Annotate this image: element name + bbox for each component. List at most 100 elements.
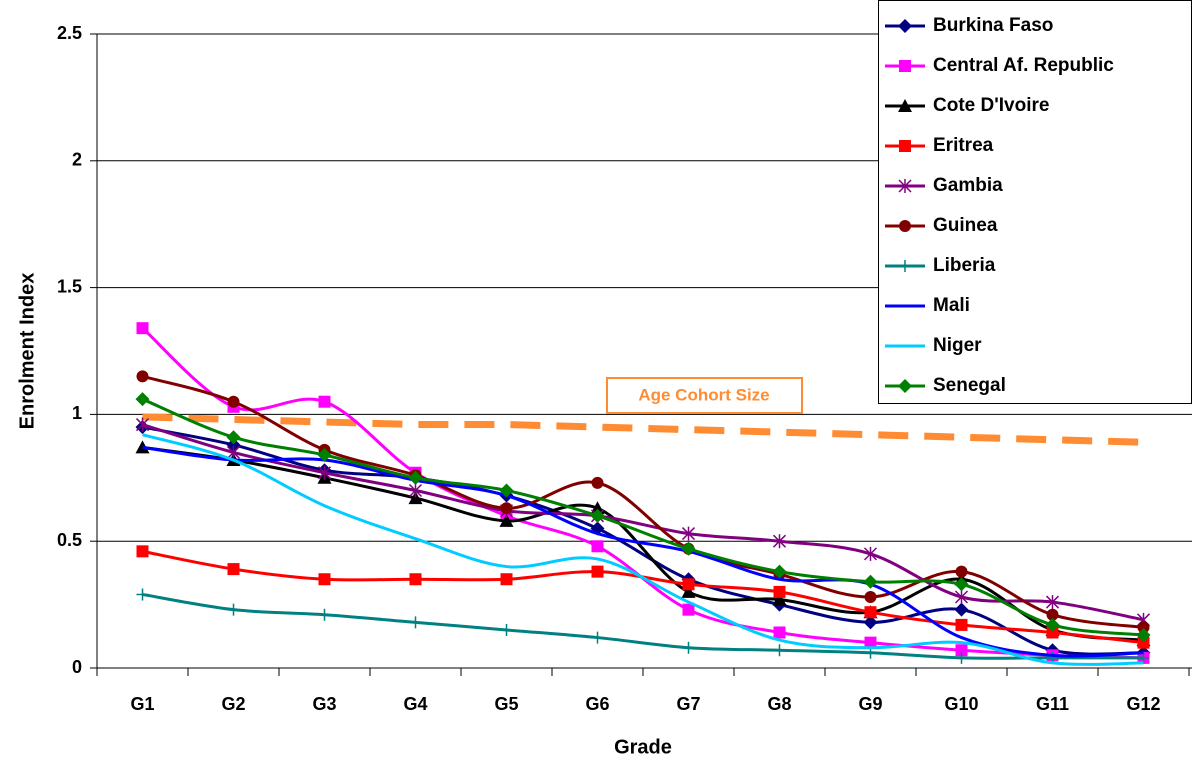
x-tick-label: G6: [585, 694, 609, 714]
y-tick-label: 1.5: [57, 276, 82, 296]
data-point: [136, 588, 149, 601]
data-point: [408, 483, 423, 498]
y-tick-label: 2: [72, 150, 82, 170]
data-point: [136, 545, 149, 558]
reference-line: [142, 413, 1144, 446]
legend-marker: [899, 260, 911, 272]
x-tick-label: G7: [676, 694, 700, 714]
data-point: [591, 476, 604, 489]
data-point: [1137, 621, 1150, 634]
data-point: [682, 603, 695, 616]
legend-box: [878, 0, 1192, 404]
data-point: [135, 417, 150, 432]
data-point: [226, 430, 241, 445]
legend-label: Burkina Faso: [933, 15, 1053, 36]
data-point: [500, 573, 513, 586]
data-point: [499, 513, 514, 527]
data-point: [227, 563, 240, 576]
data-point: [863, 615, 878, 630]
series-line: [142, 423, 1144, 622]
legend-marker: [898, 379, 912, 393]
data-point: [135, 440, 150, 454]
legend-label: Niger: [933, 335, 982, 356]
y-tick-label: 1: [72, 403, 82, 423]
data-point: [591, 631, 604, 644]
data-point: [954, 589, 969, 604]
data-point: [772, 564, 787, 579]
legend-label: Central Af. Republic: [933, 55, 1114, 76]
data-point: [955, 651, 968, 664]
x-tick-label: G12: [1126, 694, 1160, 714]
data-point: [318, 608, 331, 621]
y-tick-label: 0: [72, 657, 82, 677]
data-point: [227, 395, 240, 408]
x-tick-label: G11: [1036, 694, 1069, 714]
data-point: [318, 573, 331, 586]
data-point: [1045, 617, 1060, 632]
data-point: [1137, 636, 1150, 649]
data-point: [864, 590, 877, 603]
legend-marker: [899, 220, 911, 232]
legend-label: Guinea: [933, 215, 998, 236]
y-tick-label: 2.5: [57, 23, 82, 43]
data-point: [681, 526, 696, 541]
data-point: [408, 470, 423, 485]
data-point: [500, 502, 513, 515]
data-point: [863, 574, 878, 589]
data-point: [955, 565, 968, 578]
data-point: [955, 618, 968, 631]
legend-marker: [899, 140, 911, 152]
data-point: [226, 445, 241, 460]
legend-label: Gambia: [933, 175, 1003, 196]
data-point: [499, 483, 514, 498]
series-line: [142, 433, 1144, 666]
data-point: [590, 508, 605, 523]
x-tick-label: G3: [312, 694, 336, 714]
data-point: [317, 447, 332, 462]
data-point: [864, 606, 877, 619]
series-line: [142, 374, 1144, 629]
series-line: [142, 425, 1144, 656]
legend-marker: [899, 60, 911, 72]
x-tick-label: G10: [944, 694, 978, 714]
data-point: [1046, 608, 1059, 621]
y-axis-label: Enrolment Index: [16, 273, 38, 430]
data-point: [864, 636, 877, 649]
data-point: [954, 577, 969, 592]
data-point: [955, 644, 968, 657]
x-axis-label: Grade: [614, 736, 672, 758]
data-point: [317, 465, 332, 480]
data-point: [772, 534, 787, 549]
legend-marker: [898, 99, 912, 112]
data-point: [135, 392, 150, 407]
data-point: [318, 395, 331, 408]
data-point: [682, 578, 695, 591]
data-point: [409, 616, 422, 629]
legend-marker: [898, 179, 912, 193]
x-tick-label: G1: [130, 694, 154, 714]
data-point: [591, 540, 604, 553]
data-point: [227, 603, 240, 616]
x-tick-label: G5: [494, 694, 518, 714]
data-point: [681, 541, 696, 556]
data-point: [773, 626, 786, 639]
data-point: [863, 546, 878, 561]
data-point: [1045, 595, 1060, 610]
data-point: [773, 585, 786, 598]
data-point: [590, 501, 605, 515]
data-point: [591, 565, 604, 578]
data-point: [954, 602, 969, 617]
data-point: [500, 623, 513, 636]
data-point: [682, 641, 695, 654]
data-point: [136, 370, 149, 383]
series-line: [142, 445, 1144, 658]
annotation: Age Cohort Size: [638, 385, 769, 404]
annotation-box: [606, 377, 803, 414]
series-line: [141, 397, 1144, 637]
x-tick-label: G4: [403, 694, 427, 714]
data-point: [681, 584, 696, 598]
data-point: [1046, 626, 1059, 639]
x-tick-label: G2: [221, 694, 245, 714]
legend-label: Liberia: [933, 255, 996, 276]
